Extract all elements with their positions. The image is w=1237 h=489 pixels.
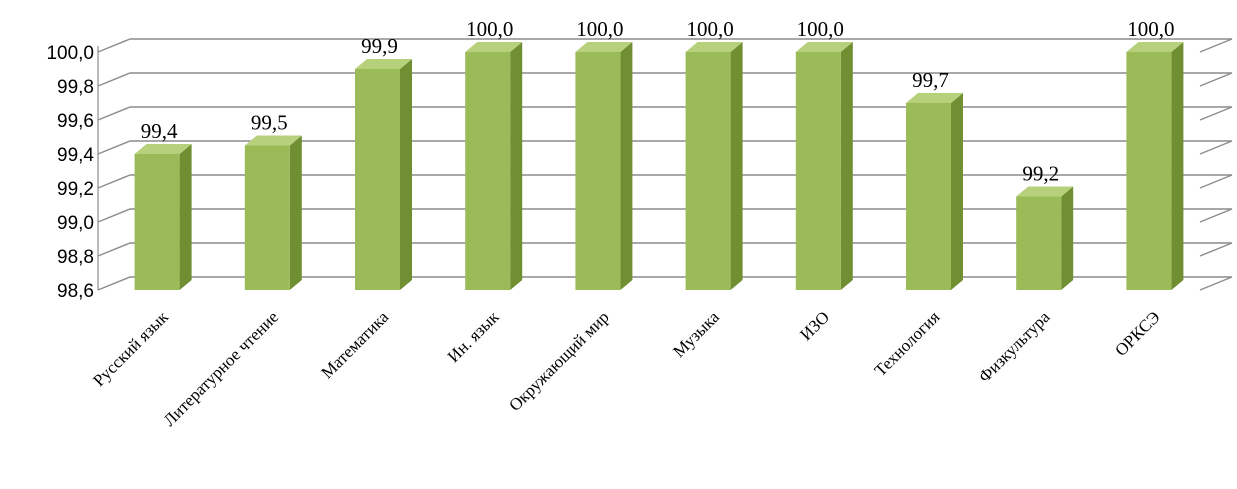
bar-top — [795, 42, 853, 52]
grid-line — [97, 140, 1233, 155]
y-tick-label: 98,8 — [57, 247, 94, 268]
bar-side — [179, 144, 192, 290]
bar — [906, 93, 963, 290]
grid-lines — [97, 38, 1233, 291]
bar-top — [685, 42, 743, 52]
bar-top — [355, 59, 412, 69]
y-tick-label: 99,8 — [57, 77, 94, 98]
bar-front — [134, 154, 180, 290]
bar — [575, 42, 633, 290]
data-label: 100,0 — [576, 17, 623, 41]
y-tick-label: 99,2 — [57, 179, 94, 200]
bar — [244, 135, 302, 290]
x-tick-label: Физкультура — [975, 307, 1054, 386]
x-tick-label: Музыка — [669, 307, 723, 361]
grid-line — [97, 72, 1233, 87]
x-tick-label: Ин. язык — [444, 307, 503, 366]
bar — [134, 144, 192, 290]
bars — [134, 42, 1184, 290]
bar-top — [1126, 42, 1184, 52]
data-label: 99,4 — [141, 119, 178, 143]
bar-top — [906, 93, 963, 103]
data-label: 99,2 — [1022, 162, 1059, 186]
bar-side — [730, 42, 743, 290]
bar-side — [620, 42, 633, 290]
bar-front — [355, 69, 400, 290]
y-tick-label: 99,0 — [57, 213, 94, 234]
bar-front — [244, 145, 290, 290]
x-tick-label: Окружающий мир — [505, 307, 612, 414]
x-tick-label: ОРКСЭ — [1111, 307, 1163, 359]
bar-top — [1016, 186, 1074, 197]
grid-line — [97, 276, 1233, 291]
bar-side — [289, 135, 302, 290]
bar-side — [510, 42, 523, 290]
bar — [685, 42, 743, 290]
bar-front — [1016, 196, 1062, 290]
bar-top — [244, 135, 302, 146]
x-tick-label: Литературное чтение — [160, 307, 283, 430]
bar — [355, 59, 412, 290]
data-label: 100,0 — [797, 17, 844, 41]
bar-side — [1061, 186, 1074, 290]
y-axis-ticks: 98,6 98,8 99,0 99,2 99,4 99,6 99,8 100,0 — [46, 43, 94, 302]
x-tick-label: Технология — [871, 307, 944, 380]
bar — [1016, 186, 1074, 290]
bar-front — [465, 52, 511, 290]
bar-side — [400, 59, 412, 290]
data-labels: 99,4 99,5 99,9 100,0 100,0 100,0 100,0 99,7 99,2… — [141, 17, 1175, 186]
grid-line — [97, 242, 1233, 257]
bar-side — [1171, 42, 1184, 290]
grid-line — [97, 38, 1233, 53]
bar-side — [840, 42, 853, 290]
data-label: 100,0 — [686, 17, 733, 41]
y-tick-label: 100,0 — [46, 43, 94, 64]
bar — [1126, 42, 1184, 290]
x-tick-label: Математика — [317, 307, 392, 382]
data-label: 100,0 — [1127, 17, 1174, 41]
bar-front — [575, 52, 621, 290]
bar — [795, 42, 853, 290]
y-tick-label: 99,6 — [57, 111, 94, 132]
bar-front — [795, 52, 841, 290]
bar — [465, 42, 523, 290]
grid-line — [97, 174, 1233, 189]
x-tick-label: ИЗО — [796, 307, 833, 344]
data-label: 100,0 — [466, 17, 513, 41]
x-tick-label: Русский язык — [89, 307, 172, 390]
y-tick-label: 99,4 — [57, 145, 94, 166]
bar-front — [1126, 52, 1172, 290]
grid-line — [97, 106, 1233, 121]
bar-top — [134, 144, 192, 154]
bar-front — [906, 103, 951, 290]
y-tick-label: 98,6 — [57, 281, 94, 302]
data-label: 99,7 — [912, 68, 949, 92]
bar-top — [575, 42, 633, 52]
bar-side — [951, 93, 963, 290]
data-label: 99,5 — [251, 111, 288, 135]
bar-front — [685, 52, 731, 290]
data-label: 99,9 — [361, 34, 398, 58]
bar-top — [465, 42, 523, 52]
grid-line — [97, 208, 1233, 223]
